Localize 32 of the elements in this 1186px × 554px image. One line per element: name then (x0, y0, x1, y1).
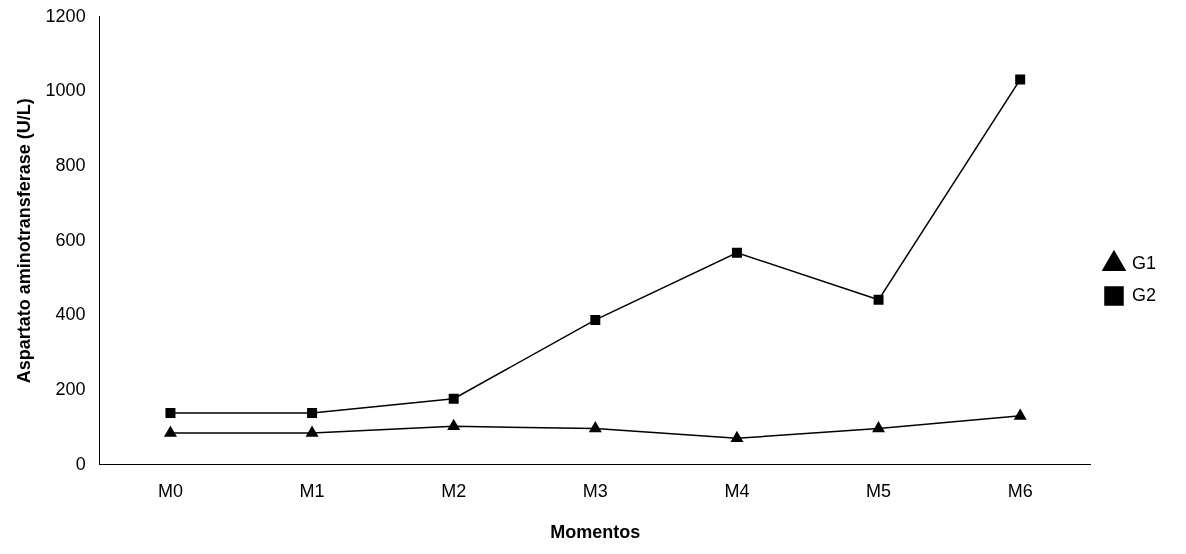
y-tick-label: 400 (55, 304, 86, 325)
y-tick-label: 0 (75, 453, 86, 474)
x-tick-label: M1 (299, 480, 325, 501)
x-tick-label: M6 (1007, 480, 1033, 501)
x-tick-label: M3 (582, 480, 608, 501)
x-tick-label: M0 (157, 480, 183, 501)
point (1015, 74, 1026, 85)
point (448, 393, 459, 404)
point (590, 314, 601, 325)
point (306, 426, 319, 437)
point (730, 431, 743, 443)
point (165, 407, 176, 418)
point (731, 247, 742, 258)
y-tick-label: 600 (55, 229, 86, 250)
x-tick-label: M5 (866, 480, 892, 501)
point (589, 421, 602, 433)
legend-label: G2 (1131, 284, 1156, 305)
x-tick-label: M2 (441, 480, 467, 501)
x-axis-title: Momentos (550, 522, 641, 543)
y-axis-title: Aspartato aminotransferase (U/L) (13, 98, 34, 384)
y-tick-label: 800 (55, 155, 86, 176)
y-tick-label: 1200 (45, 5, 86, 26)
x-tick-label: M4 (724, 480, 750, 501)
point (307, 407, 318, 418)
y-tick-label: 1000 (45, 80, 86, 101)
point (873, 294, 884, 305)
point (1014, 409, 1027, 420)
legend-label: G1 (1131, 252, 1156, 273)
point (164, 426, 177, 437)
y-tick-label: 200 (55, 379, 86, 400)
point (872, 421, 885, 433)
point (447, 419, 460, 431)
